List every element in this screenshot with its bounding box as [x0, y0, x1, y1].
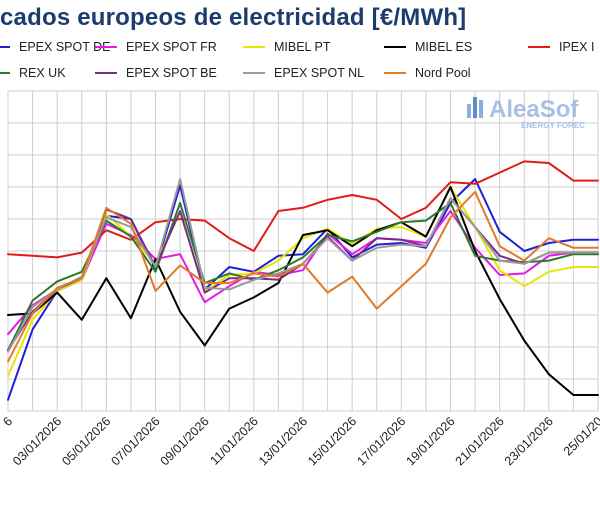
aleasoft-logo-icon [467, 97, 483, 118]
x-tick-label: 15/01/2026 [305, 414, 359, 468]
legend-label-epex-spot-nl: EPEX SPOT NL [274, 66, 364, 80]
x-tick-label: 05/01/2026 [59, 414, 113, 468]
aleasoft-logo-name: AleaSof [489, 96, 579, 123]
legend-label-epex-spot-fr: EPEX SPOT FR [126, 40, 217, 54]
series-line-nord-pool [7, 190, 599, 363]
x-tick-label: 25/01/20 [561, 414, 600, 458]
legend-label-ipex-uk: REX UK [19, 66, 66, 80]
x-tick-label: 11/01/2026 [207, 414, 261, 468]
series-line-mibel-pt [7, 186, 599, 377]
x-tick-label: 09/01/2026 [158, 414, 212, 468]
series-line-epex-spot-fr [7, 210, 599, 336]
chart-title: cados europeos de electricidad [€/MWh] [0, 4, 467, 31]
x-tick-label: 13/01/2026 [256, 414, 310, 468]
x-tick-label: 17/01/2026 [354, 414, 408, 468]
legend-label-mibel-pt: MIBEL PT [274, 40, 331, 54]
x-tick-label: 03/01/2026 [10, 414, 64, 468]
series-line-ipex-it [7, 160, 599, 259]
chart-gridlines [7, 90, 599, 412]
chart-series [7, 160, 599, 401]
x-tick-label: 07/01/2026 [108, 414, 162, 468]
legend-label-ipex-it: IPEX I [559, 40, 594, 54]
x-axis-tick-labels: 603/01/202605/01/202607/01/202609/01/202… [0, 414, 600, 468]
legend-label-epex-spot-de: EPEX SPOT DE [19, 40, 110, 54]
series-line-mibel-es [7, 186, 599, 396]
x-tick-label: 21/01/2026 [453, 414, 507, 468]
x-tick-label: 6 [0, 414, 15, 429]
x-tick-label: 19/01/2026 [403, 414, 457, 468]
aleasoft-logo: AleaSof ENERGY FOREC [467, 96, 585, 130]
aleasoft-logo-tagline: ENERGY FOREC [521, 121, 585, 130]
legend-label-epex-spot-be: EPEX SPOT BE [126, 66, 217, 80]
legend: EPEX SPOT DE EPEX SPOT FR MIBEL PT MIBEL ES… [0, 40, 594, 80]
legend-label-nord-pool: Nord Pool [415, 66, 471, 80]
x-tick-label: 23/01/2026 [502, 414, 556, 468]
legend-label-mibel-es: MIBEL ES [415, 40, 472, 54]
